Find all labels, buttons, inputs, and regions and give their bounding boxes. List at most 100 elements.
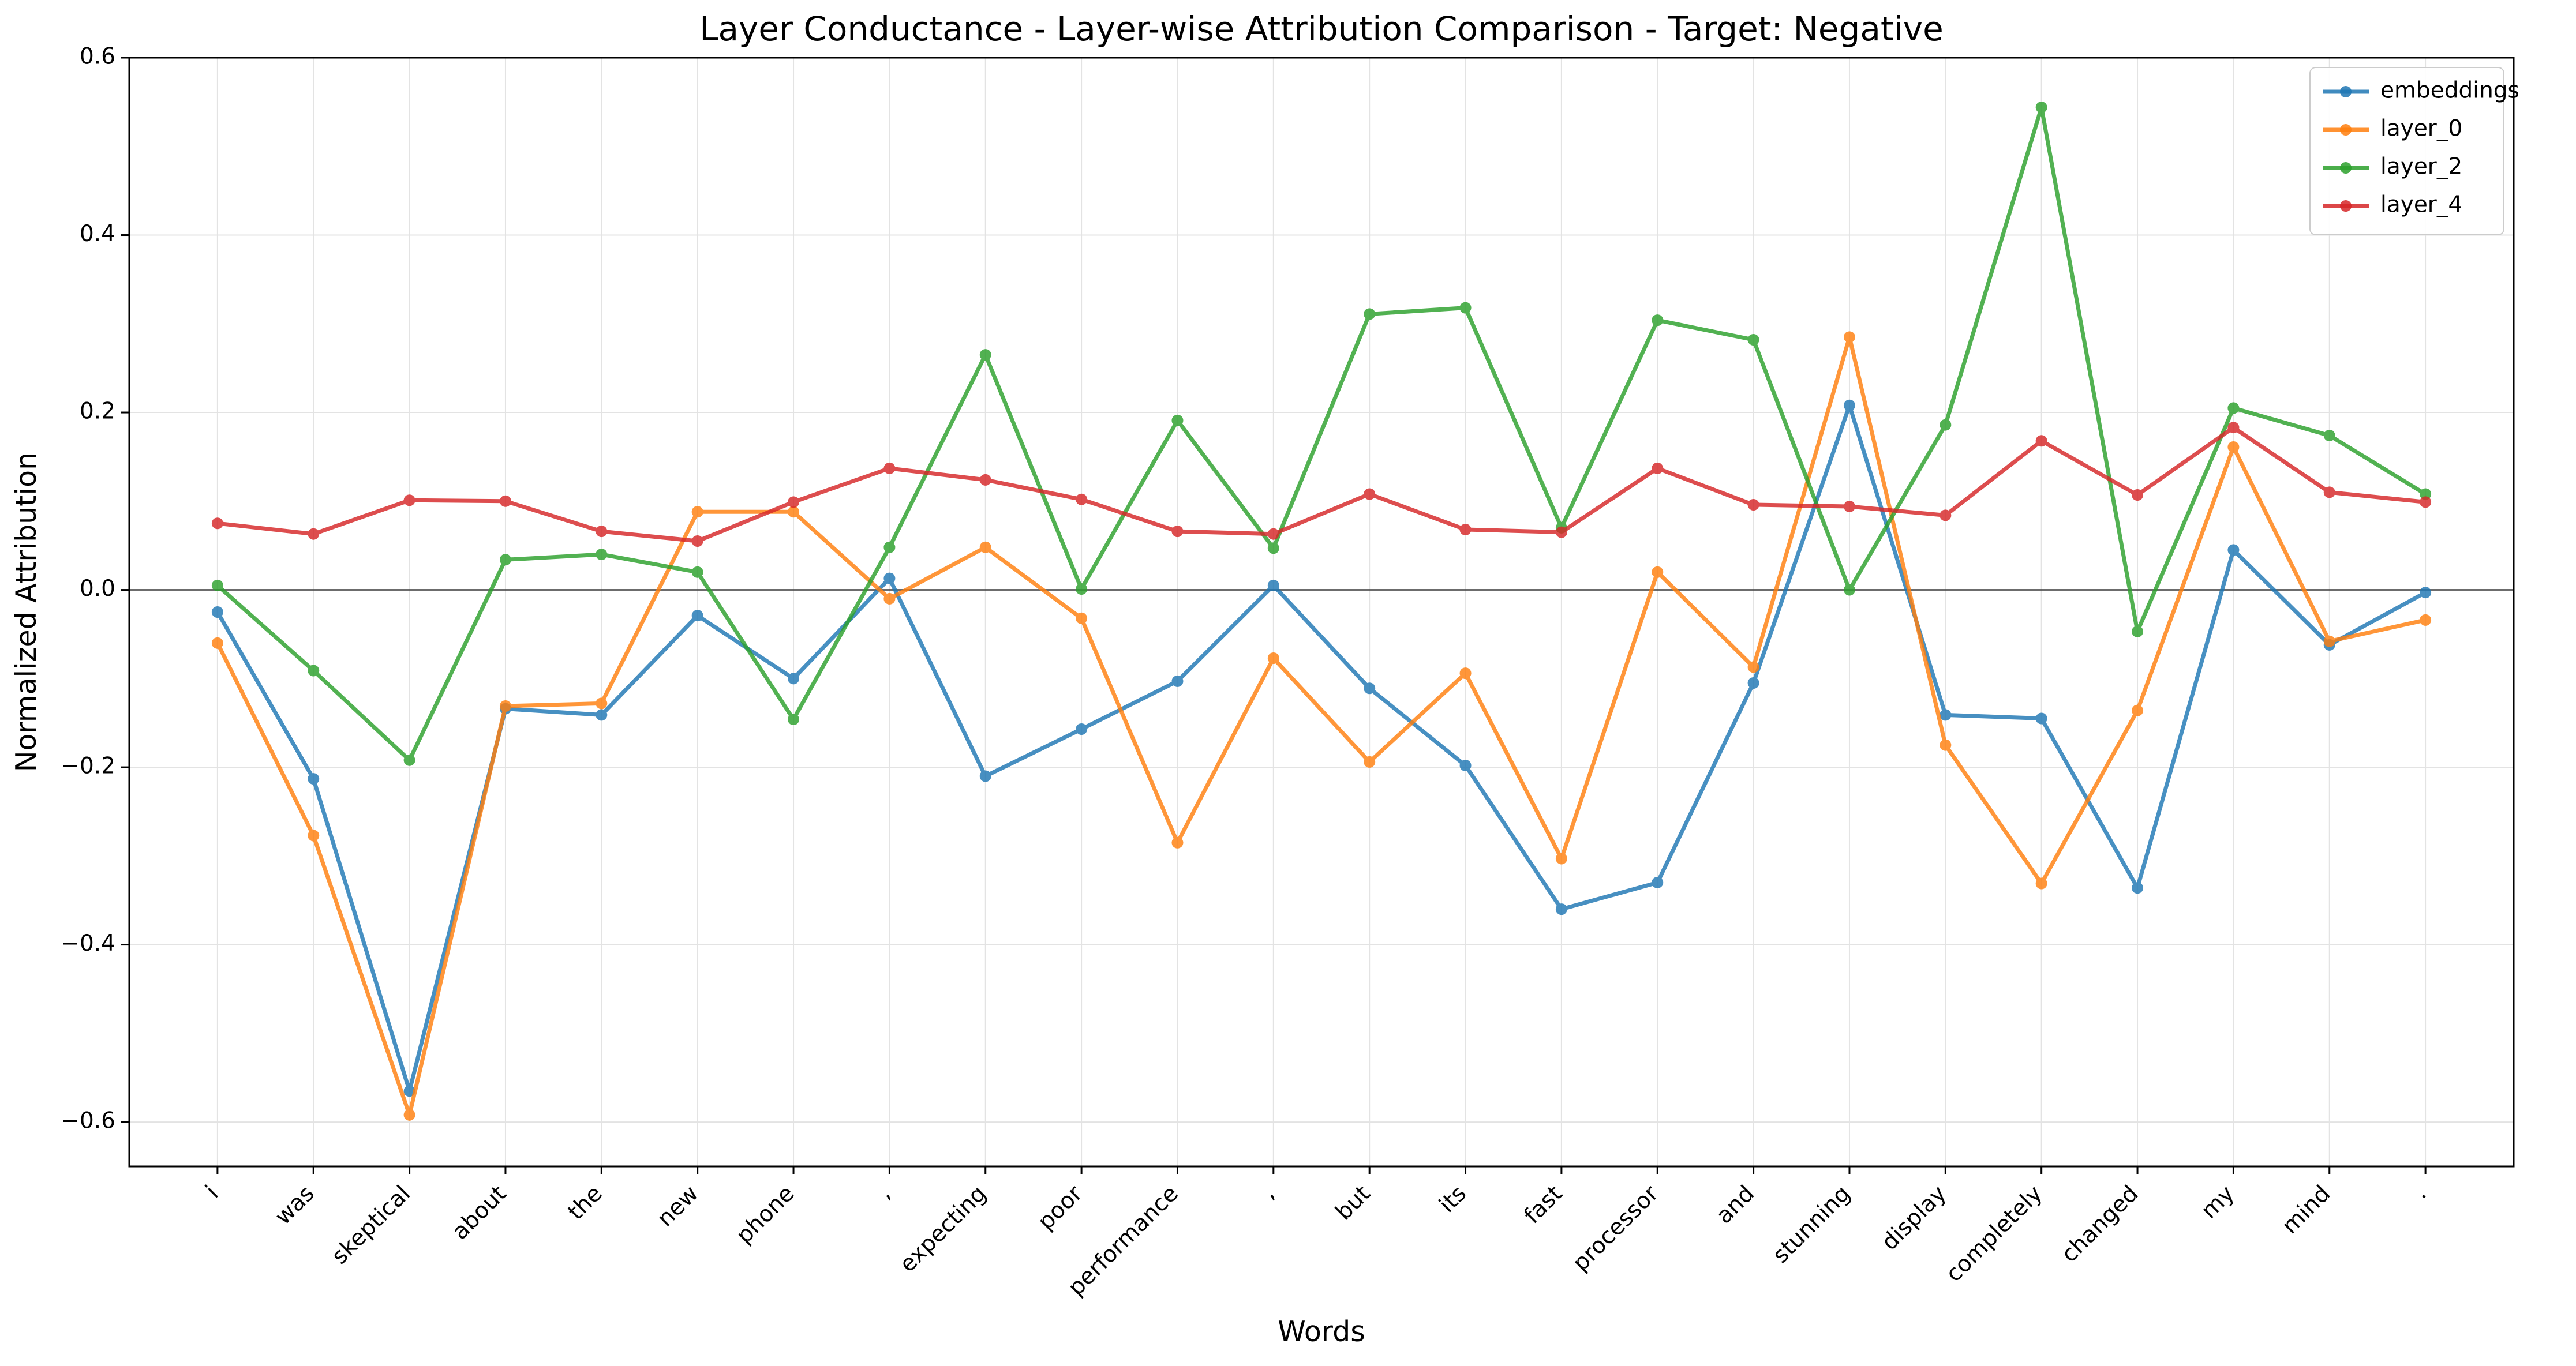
data-point-layer_2 <box>1171 414 1184 426</box>
series-layer <box>211 102 2432 1121</box>
legend-marker-layer_4 <box>2340 200 2352 212</box>
data-point-layer_2 <box>1364 308 1376 320</box>
data-point-embeddings <box>788 673 800 685</box>
series-layer_0 <box>211 331 2432 1121</box>
data-point-layer_2 <box>1652 314 1664 327</box>
data-point-layer_0 <box>2323 635 2335 647</box>
data-point-layer_4 <box>2420 496 2432 508</box>
data-point-layer_0 <box>883 592 896 605</box>
data-point-layer_2 <box>1940 419 1952 431</box>
data-point-embeddings <box>979 770 991 782</box>
data-point-layer_2 <box>691 566 703 578</box>
data-point-embeddings <box>2132 882 2144 894</box>
y-tick-label: 0.0 <box>80 576 115 602</box>
data-point-embeddings <box>691 610 703 622</box>
data-point-layer_4 <box>1555 526 1567 538</box>
data-point-layer_4 <box>1267 528 1279 540</box>
x-axis-label: Words <box>1278 1315 1365 1348</box>
data-point-layer_0 <box>2227 441 2240 453</box>
data-point-layer_0 <box>979 541 991 553</box>
legend-box <box>2309 67 2504 235</box>
data-point-layer_2 <box>2132 625 2144 637</box>
data-point-layer_4 <box>883 462 896 474</box>
data-point-layer_4 <box>308 528 320 540</box>
y-axis-label: Normalized Attribution <box>10 452 43 772</box>
y-tick-label: 0.2 <box>80 399 115 425</box>
data-point-layer_0 <box>2035 877 2047 890</box>
data-point-layer_4 <box>499 495 511 507</box>
plot-frame <box>128 57 2515 1168</box>
data-point-layer_4 <box>211 517 223 530</box>
data-point-embeddings <box>1747 677 1759 689</box>
data-point-embeddings <box>1940 709 1952 721</box>
data-point-layer_4 <box>2227 422 2240 434</box>
data-point-layer_0 <box>2132 704 2144 716</box>
series-line-layer_2 <box>215 105 2428 763</box>
data-point-layer_0 <box>596 697 608 710</box>
data-point-layer_2 <box>1843 584 1855 596</box>
data-point-layer_4 <box>1652 462 1664 474</box>
data-point-embeddings <box>883 572 896 584</box>
data-point-layer_0 <box>1555 853 1567 865</box>
data-point-layer_0 <box>499 700 511 712</box>
data-point-embeddings <box>596 709 608 721</box>
data-point-layer_0 <box>1459 667 1472 680</box>
data-point-layer_2 <box>2227 402 2240 414</box>
data-point-layer_2 <box>2035 102 2047 114</box>
data-point-layer_2 <box>883 541 896 553</box>
data-point-layer_4 <box>788 496 800 508</box>
legend-marker-embeddings <box>2340 86 2352 97</box>
data-point-embeddings <box>2035 712 2047 725</box>
data-point-embeddings <box>1555 903 1567 915</box>
series-line-layer_0 <box>215 335 2428 1117</box>
data-point-layer_4 <box>691 535 703 547</box>
data-point-layer_4 <box>979 474 991 486</box>
data-point-layer_4 <box>1076 493 1088 505</box>
data-point-layer_2 <box>2420 488 2432 500</box>
data-point-layer_0 <box>788 506 800 518</box>
data-point-layer_2 <box>211 579 223 591</box>
data-point-layer_0 <box>1267 652 1279 664</box>
data-point-layer_0 <box>308 830 320 842</box>
data-point-embeddings <box>1171 675 1184 687</box>
data-point-layer_2 <box>1076 583 1088 595</box>
data-point-layer_4 <box>403 494 415 506</box>
data-point-layer_2 <box>2323 430 2335 442</box>
data-point-layer_0 <box>1364 756 1376 768</box>
data-point-embeddings <box>1076 723 1088 735</box>
data-point-layer_4 <box>1171 526 1184 538</box>
series-line-embeddings <box>215 403 2428 1093</box>
data-point-layer_0 <box>1076 612 1088 624</box>
data-point-layer_0 <box>1171 836 1184 849</box>
series-line-layer_4 <box>215 425 2428 543</box>
legend-label-embeddings: embeddings <box>2380 78 2519 104</box>
data-point-embeddings <box>308 773 320 785</box>
data-point-layer_0 <box>1940 739 1952 751</box>
legend-label-layer_2: layer_2 <box>2380 154 2462 180</box>
data-point-layer_0 <box>211 637 223 649</box>
data-point-layer_2 <box>788 714 800 726</box>
data-point-layer_0 <box>403 1109 415 1121</box>
data-point-layer_4 <box>596 526 608 538</box>
data-point-layer_4 <box>1747 498 1759 511</box>
data-point-layer_4 <box>1364 488 1376 500</box>
data-point-layer_4 <box>1940 509 1952 521</box>
data-point-layer_4 <box>1843 501 1855 513</box>
data-point-embeddings <box>1267 579 1279 591</box>
data-point-layer_2 <box>979 349 991 361</box>
data-point-embeddings <box>1652 876 1664 888</box>
data-point-layer_0 <box>691 506 703 518</box>
data-point-layer_0 <box>1747 661 1759 673</box>
data-point-embeddings <box>211 606 223 618</box>
data-point-layer_4 <box>2132 489 2144 501</box>
data-point-layer_4 <box>1459 524 1472 536</box>
data-point-layer_2 <box>1459 302 1472 314</box>
legend-label-layer_0: layer_0 <box>2380 116 2462 142</box>
data-point-layer_2 <box>1267 542 1279 554</box>
data-point-embeddings <box>1364 682 1376 695</box>
data-point-layer_4 <box>2323 486 2335 498</box>
y-tick-label: −0.6 <box>61 1108 115 1134</box>
legend: embeddings layer_0 layer_2 layer_4 <box>2309 67 2519 235</box>
